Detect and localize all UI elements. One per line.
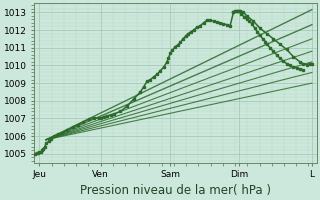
X-axis label: Pression niveau de la mer( hPa ): Pression niveau de la mer( hPa ) <box>80 184 271 197</box>
